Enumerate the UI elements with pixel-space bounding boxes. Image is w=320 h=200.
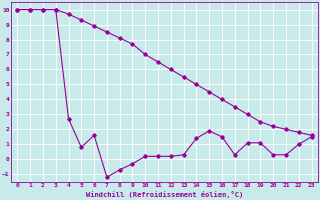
X-axis label: Windchill (Refroidissement éolien,°C): Windchill (Refroidissement éolien,°C) (86, 191, 243, 198)
